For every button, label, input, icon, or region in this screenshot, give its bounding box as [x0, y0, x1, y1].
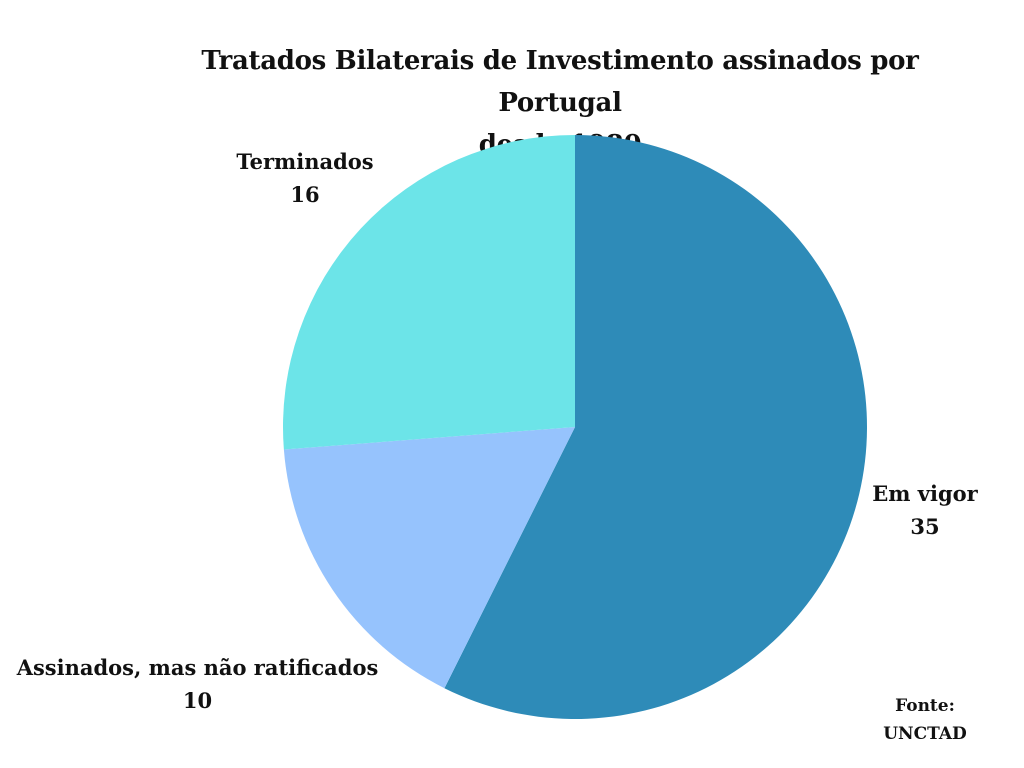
slice-label-terminados-value: 16	[290, 182, 320, 207]
source-prefix: Fonte:	[895, 696, 955, 716]
chart-title: Tratados Bilaterais de Investimento assi…	[150, 40, 970, 166]
slice-label-assinados-name: Assinados, mas não ratificados	[16, 655, 379, 680]
pie-slice-assinados-mas-n-o-ratificados	[283, 427, 575, 689]
chart-title-line-1: Tratados Bilaterais de Investimento assi…	[201, 46, 919, 118]
source-name: UNCTAD	[883, 724, 967, 744]
slice-label-assinados-value: 10	[182, 688, 213, 713]
slice-label-terminados-name: Terminados	[236, 149, 374, 174]
slice-label-em-vigor-name: Em vigor	[872, 481, 978, 506]
pie-slice-terminados	[282, 135, 575, 450]
source-note: Fonte: UNCTAD	[860, 692, 990, 748]
slice-label-assinados: Assinados, mas não ratificados 10	[10, 651, 385, 717]
slice-label-em-vigor: Em vigor 35	[860, 477, 990, 543]
pie-slice-em-vigor	[444, 135, 868, 719]
slice-label-em-vigor-value: 35	[910, 514, 940, 539]
slice-label-terminados: Terminados 16	[225, 145, 385, 211]
